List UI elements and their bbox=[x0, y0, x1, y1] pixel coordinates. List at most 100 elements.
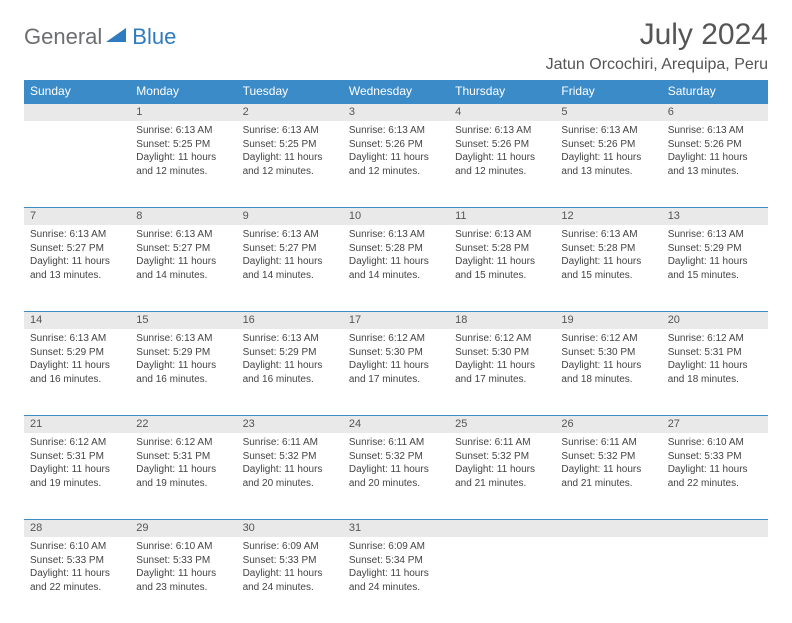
sunset-text: Sunset: 5:32 PM bbox=[349, 450, 443, 464]
sunset-text: Sunset: 5:29 PM bbox=[243, 346, 337, 360]
sunrise-text: Sunrise: 6:13 AM bbox=[561, 228, 655, 242]
sunrise-text: Sunrise: 6:09 AM bbox=[349, 540, 443, 554]
daylight-text: Daylight: 11 hours and 15 minutes. bbox=[668, 255, 762, 282]
daylight-text: Daylight: 11 hours and 15 minutes. bbox=[455, 255, 549, 282]
day-detail-cell: Sunrise: 6:13 AMSunset: 5:29 PMDaylight:… bbox=[24, 329, 130, 415]
sunset-text: Sunset: 5:33 PM bbox=[243, 554, 337, 568]
calendar-body: 123456Sunrise: 6:13 AMSunset: 5:25 PMDay… bbox=[24, 103, 768, 623]
day-number-cell: 16 bbox=[237, 311, 343, 329]
logo: General Blue bbox=[24, 24, 176, 50]
sunset-text: Sunset: 5:25 PM bbox=[136, 138, 230, 152]
day-number-cell: 2 bbox=[237, 103, 343, 121]
day-detail-cell: Sunrise: 6:12 AMSunset: 5:30 PMDaylight:… bbox=[343, 329, 449, 415]
day-number-cell: 28 bbox=[24, 519, 130, 537]
day-number-cell: 13 bbox=[662, 207, 768, 225]
day-detail-cell: Sunrise: 6:13 AMSunset: 5:28 PMDaylight:… bbox=[449, 225, 555, 311]
day-detail-cell bbox=[555, 537, 661, 623]
day-detail-cell bbox=[662, 537, 768, 623]
day-number-cell: 11 bbox=[449, 207, 555, 225]
sunset-text: Sunset: 5:30 PM bbox=[561, 346, 655, 360]
sunset-text: Sunset: 5:26 PM bbox=[349, 138, 443, 152]
daylight-text: Daylight: 11 hours and 15 minutes. bbox=[561, 255, 655, 282]
day-detail-row: Sunrise: 6:13 AMSunset: 5:29 PMDaylight:… bbox=[24, 329, 768, 415]
day-detail-row: Sunrise: 6:13 AMSunset: 5:27 PMDaylight:… bbox=[24, 225, 768, 311]
day-number-row: 78910111213 bbox=[24, 207, 768, 225]
sunrise-text: Sunrise: 6:10 AM bbox=[30, 540, 124, 554]
sunset-text: Sunset: 5:29 PM bbox=[136, 346, 230, 360]
day-number-cell: 14 bbox=[24, 311, 130, 329]
day-detail-cell: Sunrise: 6:12 AMSunset: 5:31 PMDaylight:… bbox=[130, 433, 236, 519]
daylight-text: Daylight: 11 hours and 12 minutes. bbox=[136, 151, 230, 178]
sunrise-text: Sunrise: 6:11 AM bbox=[243, 436, 337, 450]
sunrise-text: Sunrise: 6:12 AM bbox=[30, 436, 124, 450]
daylight-text: Daylight: 11 hours and 13 minutes. bbox=[561, 151, 655, 178]
day-detail-cell: Sunrise: 6:11 AMSunset: 5:32 PMDaylight:… bbox=[237, 433, 343, 519]
daylight-text: Daylight: 11 hours and 14 minutes. bbox=[349, 255, 443, 282]
daylight-text: Daylight: 11 hours and 23 minutes. bbox=[136, 567, 230, 594]
sunrise-text: Sunrise: 6:09 AM bbox=[243, 540, 337, 554]
sunrise-text: Sunrise: 6:13 AM bbox=[455, 228, 549, 242]
day-detail-cell: Sunrise: 6:09 AMSunset: 5:34 PMDaylight:… bbox=[343, 537, 449, 623]
header: General Blue July 2024 Jatun Orcochiri, … bbox=[24, 18, 768, 74]
daylight-text: Daylight: 11 hours and 12 minutes. bbox=[243, 151, 337, 178]
sunrise-text: Sunrise: 6:12 AM bbox=[561, 332, 655, 346]
daylight-text: Daylight: 11 hours and 19 minutes. bbox=[136, 463, 230, 490]
day-number-cell: 17 bbox=[343, 311, 449, 329]
day-detail-cell: Sunrise: 6:11 AMSunset: 5:32 PMDaylight:… bbox=[555, 433, 661, 519]
sunset-text: Sunset: 5:34 PM bbox=[349, 554, 443, 568]
day-number-cell: 22 bbox=[130, 415, 236, 433]
sunrise-text: Sunrise: 6:13 AM bbox=[668, 228, 762, 242]
sunrise-text: Sunrise: 6:13 AM bbox=[243, 332, 337, 346]
day-number-cell: 31 bbox=[343, 519, 449, 537]
daylight-text: Daylight: 11 hours and 14 minutes. bbox=[136, 255, 230, 282]
daylight-text: Daylight: 11 hours and 16 minutes. bbox=[136, 359, 230, 386]
sunset-text: Sunset: 5:33 PM bbox=[30, 554, 124, 568]
day-number-cell: 3 bbox=[343, 103, 449, 121]
daylight-text: Daylight: 11 hours and 24 minutes. bbox=[349, 567, 443, 594]
sunrise-text: Sunrise: 6:11 AM bbox=[455, 436, 549, 450]
logo-text-general: General bbox=[24, 24, 102, 50]
day-number-cell: 27 bbox=[662, 415, 768, 433]
day-number-cell: 29 bbox=[130, 519, 236, 537]
sunset-text: Sunset: 5:32 PM bbox=[243, 450, 337, 464]
sunrise-text: Sunrise: 6:10 AM bbox=[136, 540, 230, 554]
sunrise-text: Sunrise: 6:13 AM bbox=[349, 228, 443, 242]
day-header-row: Sunday Monday Tuesday Wednesday Thursday… bbox=[24, 80, 768, 103]
day-detail-cell: Sunrise: 6:13 AMSunset: 5:27 PMDaylight:… bbox=[237, 225, 343, 311]
sunrise-text: Sunrise: 6:10 AM bbox=[668, 436, 762, 450]
sunset-text: Sunset: 5:31 PM bbox=[30, 450, 124, 464]
day-header: Wednesday bbox=[343, 80, 449, 103]
daylight-text: Daylight: 11 hours and 12 minutes. bbox=[349, 151, 443, 178]
sunset-text: Sunset: 5:29 PM bbox=[668, 242, 762, 256]
sunset-text: Sunset: 5:31 PM bbox=[668, 346, 762, 360]
day-number-cell: 12 bbox=[555, 207, 661, 225]
day-detail-cell: Sunrise: 6:13 AMSunset: 5:29 PMDaylight:… bbox=[662, 225, 768, 311]
day-detail-cell: Sunrise: 6:13 AMSunset: 5:26 PMDaylight:… bbox=[449, 121, 555, 207]
sunrise-text: Sunrise: 6:13 AM bbox=[136, 228, 230, 242]
day-detail-cell: Sunrise: 6:13 AMSunset: 5:26 PMDaylight:… bbox=[662, 121, 768, 207]
day-detail-cell: Sunrise: 6:10 AMSunset: 5:33 PMDaylight:… bbox=[662, 433, 768, 519]
day-detail-cell: Sunrise: 6:11 AMSunset: 5:32 PMDaylight:… bbox=[449, 433, 555, 519]
daylight-text: Daylight: 11 hours and 17 minutes. bbox=[349, 359, 443, 386]
day-number-cell: 7 bbox=[24, 207, 130, 225]
day-number-cell: 30 bbox=[237, 519, 343, 537]
sunset-text: Sunset: 5:27 PM bbox=[136, 242, 230, 256]
sunrise-text: Sunrise: 6:11 AM bbox=[561, 436, 655, 450]
sunset-text: Sunset: 5:28 PM bbox=[561, 242, 655, 256]
day-number-cell: 21 bbox=[24, 415, 130, 433]
sunset-text: Sunset: 5:28 PM bbox=[455, 242, 549, 256]
day-detail-cell: Sunrise: 6:13 AMSunset: 5:25 PMDaylight:… bbox=[130, 121, 236, 207]
daylight-text: Daylight: 11 hours and 21 minutes. bbox=[561, 463, 655, 490]
day-detail-cell: Sunrise: 6:10 AMSunset: 5:33 PMDaylight:… bbox=[130, 537, 236, 623]
day-detail-cell bbox=[24, 121, 130, 207]
day-detail-cell: Sunrise: 6:12 AMSunset: 5:31 PMDaylight:… bbox=[24, 433, 130, 519]
sunrise-text: Sunrise: 6:13 AM bbox=[349, 124, 443, 138]
sunrise-text: Sunrise: 6:13 AM bbox=[668, 124, 762, 138]
day-detail-cell: Sunrise: 6:13 AMSunset: 5:26 PMDaylight:… bbox=[343, 121, 449, 207]
day-number-cell: 5 bbox=[555, 103, 661, 121]
sunrise-text: Sunrise: 6:13 AM bbox=[455, 124, 549, 138]
daylight-text: Daylight: 11 hours and 24 minutes. bbox=[243, 567, 337, 594]
sunset-text: Sunset: 5:33 PM bbox=[136, 554, 230, 568]
day-detail-cell: Sunrise: 6:13 AMSunset: 5:25 PMDaylight:… bbox=[237, 121, 343, 207]
daylight-text: Daylight: 11 hours and 14 minutes. bbox=[243, 255, 337, 282]
